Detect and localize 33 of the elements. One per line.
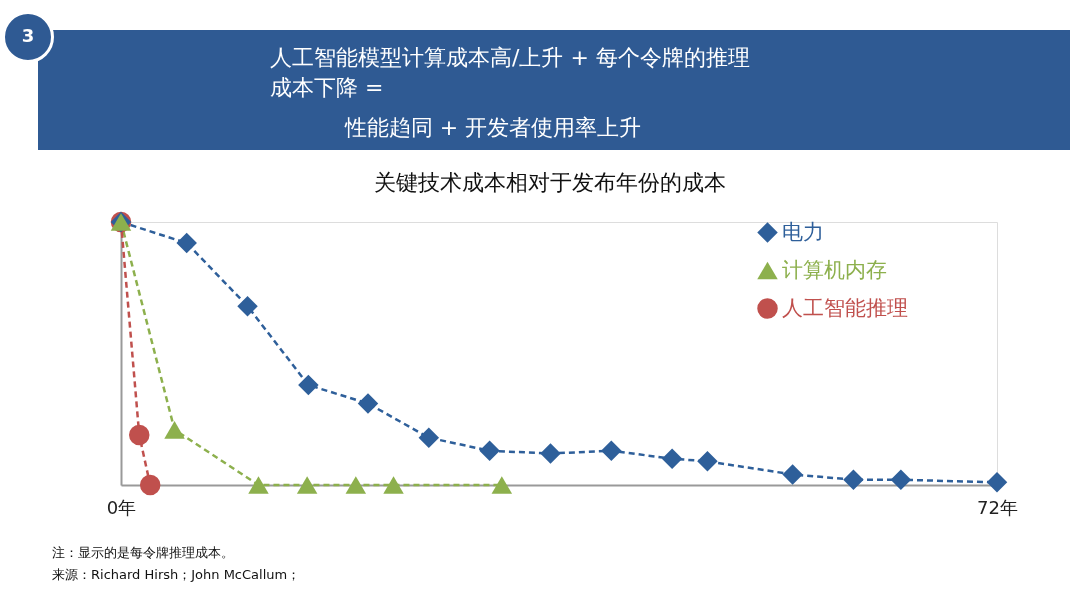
point xyxy=(296,476,318,494)
point xyxy=(540,443,561,464)
source-note: 来源：Richard Hirsh；John McCallum； xyxy=(52,567,301,582)
point xyxy=(345,476,367,494)
point xyxy=(237,295,258,317)
point xyxy=(601,440,622,462)
text: 关键技术成本相对于发布年份的成本 xyxy=(374,170,726,195)
point xyxy=(383,476,404,494)
chart-title: 人工智能模型计算成本高/上升 + 每个令牌的推理成本下降 = xyxy=(270,45,750,100)
point xyxy=(248,476,269,494)
point xyxy=(139,474,161,496)
point xyxy=(986,472,1008,493)
point xyxy=(479,440,500,462)
point xyxy=(782,464,803,485)
legend-label: 计算机内存 xyxy=(782,257,887,282)
point xyxy=(418,427,440,448)
point xyxy=(129,424,150,446)
legend-label: 电力 xyxy=(782,219,824,244)
point xyxy=(298,374,319,396)
text: 3 xyxy=(21,25,35,46)
point xyxy=(164,420,185,439)
x-tick-label: 0年 xyxy=(106,496,137,518)
point xyxy=(176,232,197,254)
x-tick-label: 72年 xyxy=(977,496,1018,518)
point xyxy=(491,476,513,494)
text: 注：显示的是每令牌推理成本。 xyxy=(52,545,234,560)
point xyxy=(890,469,912,490)
point xyxy=(357,393,379,414)
chart-subtitle: 性能趋同 + 开发者使用率上升 xyxy=(343,115,642,140)
point xyxy=(697,451,718,472)
point xyxy=(843,469,864,490)
point xyxy=(661,448,683,469)
legend-label: 人工智能推理 xyxy=(782,295,908,320)
